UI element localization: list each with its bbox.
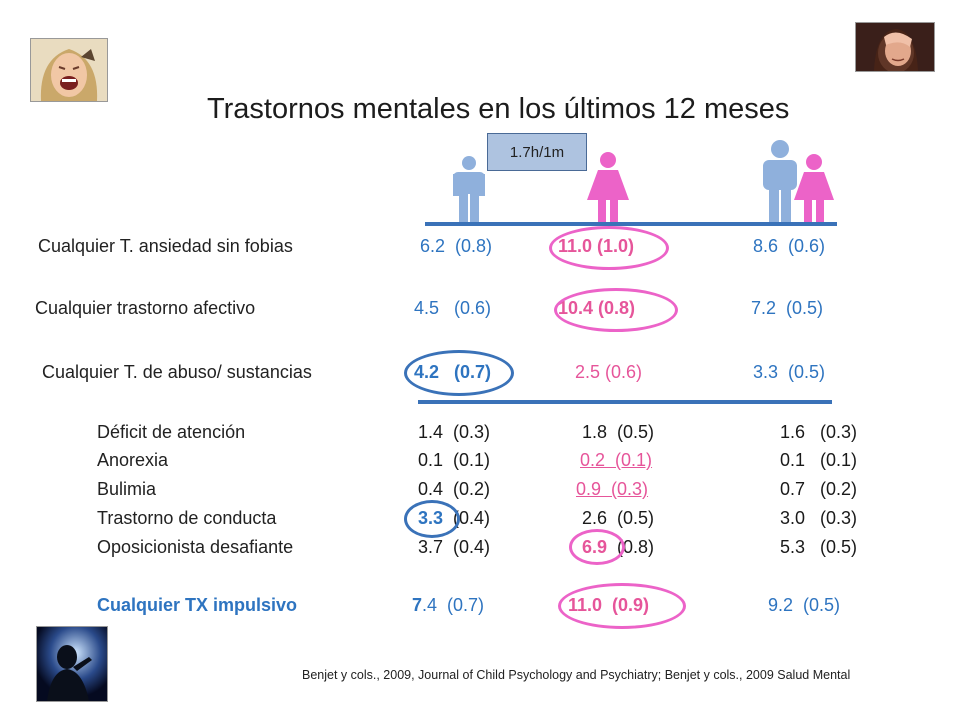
highlight-ring-pink	[554, 288, 678, 332]
row-label-ansiedad: Cualquier T. ansiedad sin fobias	[38, 236, 293, 256]
photo-screaming-woman	[30, 38, 108, 102]
photo-distressed-woman	[855, 22, 935, 72]
ratio-badge: 1.7h/1m	[487, 133, 587, 171]
page-title: Trastornos mentales en los últimos 12 me…	[207, 93, 790, 125]
photo-person-silhouette	[36, 626, 108, 702]
highlight-ring-blue	[404, 350, 514, 396]
value-rest: (0.8)	[607, 537, 655, 557]
section-divider	[418, 400, 832, 404]
subrow-men-oposicionista: 3.7 (0.4)	[418, 537, 491, 557]
row-men-ansiedad: 6.2 (0.8)	[420, 236, 493, 256]
row-label-sustancias: Cualquier T. de abuso/ sustancias	[42, 362, 312, 382]
citation: Benjet y cols., 2009, Journal of Child P…	[302, 668, 851, 682]
highlight-ring-pink	[569, 529, 625, 565]
row-label-afectivo: Cualquier trastorno afectivo	[35, 298, 256, 318]
subrow-total-anorexia: 0.1 (0.1)	[780, 450, 858, 470]
man-icon-total	[763, 140, 797, 224]
subrow-men-deficit: 1.4 (0.3)	[418, 422, 491, 442]
row-total-ansiedad: 8.6 (0.6)	[753, 236, 826, 256]
man-icon	[453, 156, 485, 222]
subrow-men-anorexia: 0.1 (0.1)	[418, 450, 491, 470]
subrow-label-conducta: Trastorno de conducta	[97, 508, 277, 528]
subrow-women-conducta: 2.6 (0.5)	[582, 508, 655, 528]
highlight-value: 7	[412, 595, 423, 615]
subrow-men-bulimia: 0.4 (0.2)	[418, 479, 491, 499]
subrow-women-deficit: 1.8 (0.5)	[582, 422, 655, 442]
subrow-label-bulimia: Bulimia	[97, 479, 157, 499]
value-rest: (0.4)	[443, 508, 491, 528]
subrow-label-oposicionista: Oposicionista desafiante	[97, 537, 294, 557]
woman-icon	[587, 152, 629, 224]
woman-icon-total	[794, 154, 834, 224]
row-women-sustancias: 2.5 (0.6)	[575, 362, 643, 382]
header-divider	[425, 222, 837, 226]
subrow-label-deficit: Déficit de atención	[97, 422, 246, 442]
highlight-ring-blue	[404, 500, 460, 538]
summary-men: 7.4 (0.7)	[412, 595, 484, 616]
subrow-women-anorexia: 0.2 (0.1)	[580, 450, 653, 470]
summary-total: 9.2 (0.5)	[768, 595, 841, 615]
subrow-total-oposicionista: 5.3 (0.5)	[780, 537, 858, 557]
highlight-ring-pink	[549, 226, 669, 270]
subrow-total-bulimia: 0.7 (0.2)	[780, 479, 858, 499]
value-rest: .4 (0.7)	[422, 595, 485, 615]
row-total-sustancias: 3.3 (0.5)	[753, 362, 826, 382]
subrow-women-bulimia: 0.9 (0.3)	[576, 479, 649, 499]
row-total-afectivo: 7.2 (0.5)	[751, 298, 824, 318]
subrow-total-deficit: 1.6 (0.3)	[780, 422, 858, 442]
highlight-ring-pink	[558, 583, 686, 629]
subrow-total-conducta: 3.0 (0.3)	[780, 508, 858, 528]
row-men-afectivo: 4.5 (0.6)	[414, 298, 492, 318]
subrow-label-anorexia: Anorexia	[97, 450, 169, 470]
summary-label: Cualquier TX impulsivo	[97, 595, 298, 615]
